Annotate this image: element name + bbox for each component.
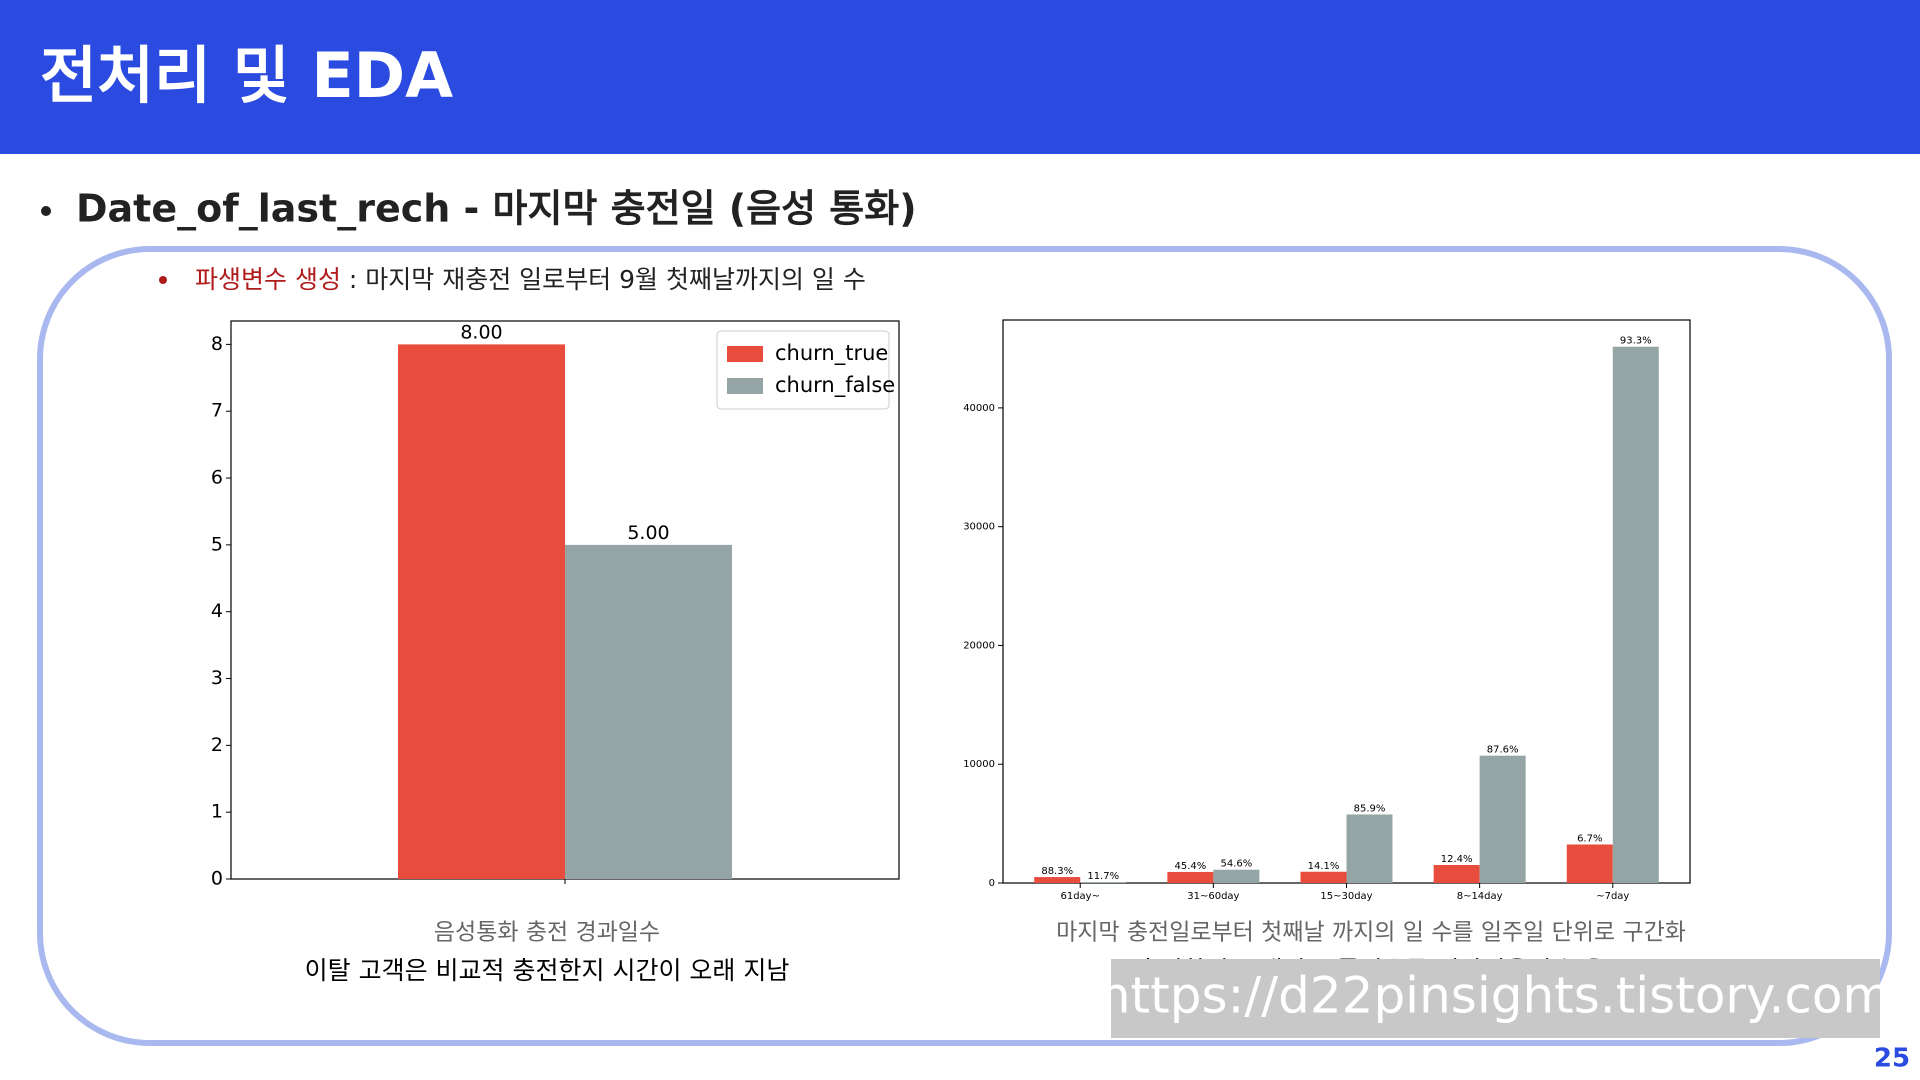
y-tick-label: 20000 bbox=[963, 640, 995, 651]
legend-swatch bbox=[727, 378, 763, 394]
bar bbox=[565, 544, 732, 879]
slide-title: 전처리 및 EDA bbox=[40, 39, 453, 112]
chart-caption: 마지막 충전일로부터 첫째날 까지의 일 수를 일주일 단위로 구간화 bbox=[1056, 920, 1686, 946]
bar bbox=[1300, 871, 1347, 883]
data-label: 6.7% bbox=[1577, 833, 1602, 844]
bar bbox=[1479, 755, 1526, 883]
y-tick-label: 3 bbox=[211, 667, 223, 689]
bullet: 파생변수 생성 : 마지막 재충전 일로부터 9월 첫째날까지의 일 수 bbox=[195, 265, 866, 294]
bar bbox=[398, 344, 565, 879]
y-tick-label: 40000 bbox=[963, 403, 995, 414]
watermark-box bbox=[1111, 959, 1880, 1038]
data-label: 5.00 bbox=[627, 522, 669, 544]
y-tick-label: 1 bbox=[211, 801, 223, 823]
y-tick-label: 7 bbox=[211, 400, 223, 422]
data-label: 11.7% bbox=[1087, 871, 1119, 882]
bar bbox=[1167, 871, 1214, 883]
y-tick-label: 2 bbox=[211, 734, 223, 756]
bar bbox=[1346, 814, 1393, 883]
bar bbox=[1080, 882, 1127, 883]
data-label: 85.9% bbox=[1354, 803, 1386, 814]
data-label: 8.00 bbox=[460, 321, 502, 343]
y-tick-label: 10000 bbox=[963, 759, 995, 770]
bar bbox=[1433, 864, 1480, 883]
frame bbox=[37, 246, 1892, 1046]
y-tick-label: 30000 bbox=[963, 522, 995, 533]
bullet-dot bbox=[159, 276, 167, 284]
y-tick-label: 8 bbox=[211, 333, 223, 355]
data-label: 14.1% bbox=[1308, 861, 1340, 872]
data-label: 87.6% bbox=[1487, 745, 1519, 756]
x-tick-label: 31~60day bbox=[1187, 891, 1239, 902]
charts: 0 1 2 3 4 5 6 7 8 8.00 5.00 churn_true churn_false 음성… bbox=[211, 319, 1691, 985]
bar bbox=[1213, 869, 1260, 883]
legend-swatch bbox=[727, 346, 763, 362]
data-label: 45.4% bbox=[1174, 861, 1206, 872]
bar bbox=[1566, 844, 1613, 883]
chart-caption: 음성통화 충전 경과일수 bbox=[434, 920, 660, 946]
bar bbox=[1612, 346, 1659, 883]
header-bar bbox=[0, 0, 1920, 154]
heading: Date_of_last_rech - 마지막 충전일 (음성 통화) bbox=[76, 187, 917, 231]
legend-label: churn_false bbox=[775, 373, 895, 398]
data-label: 88.3% bbox=[1041, 866, 1073, 877]
watermark: https://d22pinsights.tistory.com bbox=[1099, 967, 1891, 1025]
x-tick-label: 8~14day bbox=[1457, 891, 1503, 902]
x-tick-label: ~7day bbox=[1596, 891, 1629, 902]
legend-label: churn_true bbox=[775, 341, 888, 366]
y-tick-label: 0 bbox=[211, 868, 223, 890]
bullet-text: : 마지막 재충전 일로부터 9월 첫째날까지의 일 수 bbox=[341, 265, 866, 294]
bullet-dot bbox=[41, 206, 51, 216]
data-label: 93.3% bbox=[1620, 336, 1652, 347]
page-number: 25 bbox=[1874, 1044, 1910, 1074]
data-label: 54.6% bbox=[1220, 859, 1252, 870]
y-tick-label: 4 bbox=[211, 600, 223, 622]
y-tick-label: 5 bbox=[211, 533, 223, 555]
x-tick-label: 61day~ bbox=[1060, 891, 1100, 902]
y-tick-label: 6 bbox=[211, 467, 223, 489]
data-label: 12.4% bbox=[1441, 854, 1473, 865]
x-tick-label: 15~30day bbox=[1320, 891, 1372, 902]
bar bbox=[1034, 877, 1081, 883]
chart-note: 이탈 고객은 비교적 충전한지 시간이 오래 지남 bbox=[305, 956, 790, 985]
y-tick-label: 0 bbox=[989, 878, 995, 889]
bullet-label: 파생변수 생성 bbox=[195, 265, 341, 294]
plot-area bbox=[1002, 319, 1691, 884]
